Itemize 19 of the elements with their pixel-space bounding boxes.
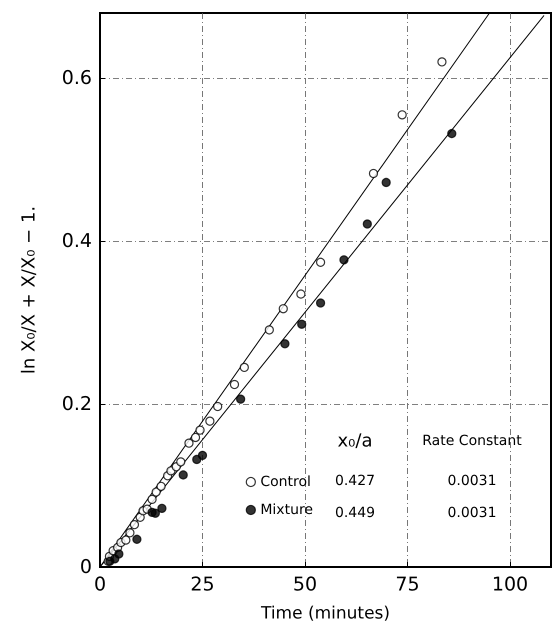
legend-label: Mixture [260, 502, 314, 518]
x-axis-title: Time (minutes) [260, 604, 390, 624]
x-tick-label: 0 [94, 574, 106, 596]
y-tick-label: 0.6 [62, 67, 92, 90]
x-tick-label: 75 [395, 574, 420, 596]
annotation: 0.0031 [448, 473, 496, 489]
x-tick-label: 25 [190, 574, 215, 596]
x-tick-label: 100 [492, 574, 528, 596]
annotation: x₀/a [338, 430, 372, 452]
y-tick-label: 0 [80, 556, 92, 578]
y-tick-label: 0.4 [62, 230, 92, 252]
x-tick-label: 50 [292, 574, 318, 596]
annotation: 0.0031 [448, 505, 496, 521]
annotation: 0.449 [334, 505, 376, 521]
annotation: Rate Constant [422, 433, 522, 449]
annotation: 0.427 [334, 473, 376, 489]
y-tick-label: 0.2 [62, 393, 92, 416]
legend-label: Control [260, 474, 311, 490]
y-axis-title: ln X₀/X + X/X₀ − 1. [18, 206, 40, 374]
